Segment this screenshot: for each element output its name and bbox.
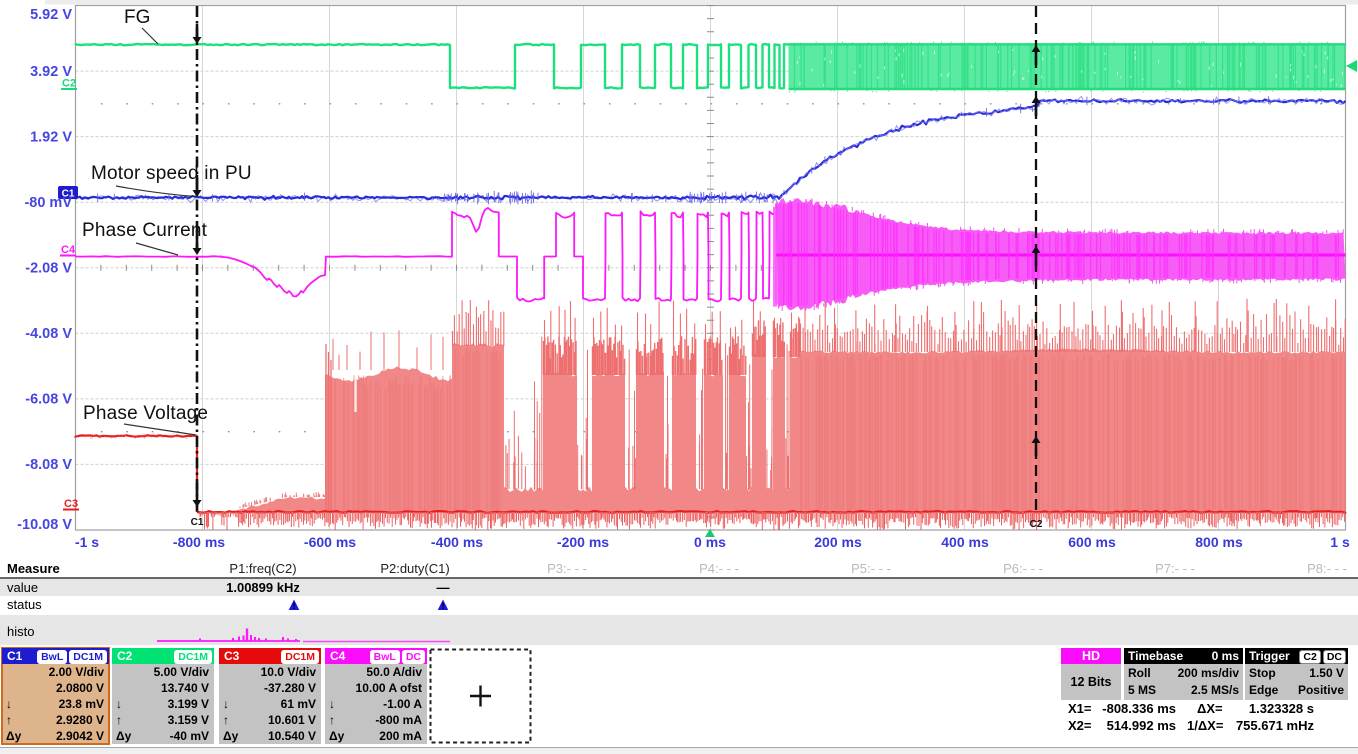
svg-text:-400 ms: -400 ms xyxy=(431,534,483,550)
svg-text:C1: C1 xyxy=(62,189,75,200)
svg-text:C1: C1 xyxy=(191,517,204,528)
svg-text:Phase Current: Phase Current xyxy=(82,220,208,241)
svg-text:600 ms: 600 ms xyxy=(1068,534,1116,550)
svg-text:1 s: 1 s xyxy=(1330,534,1350,550)
svg-text:800 ms: 800 ms xyxy=(1195,534,1243,550)
svg-text:-8.08 V: -8.08 V xyxy=(25,457,72,473)
svg-text:C2: C2 xyxy=(62,78,76,90)
svg-text:5.92 V: 5.92 V xyxy=(30,7,72,23)
svg-text:400 ms: 400 ms xyxy=(941,534,989,550)
svg-text:-10.08 V: -10.08 V xyxy=(17,517,72,533)
svg-text:3.92 V: 3.92 V xyxy=(30,64,72,80)
svg-text:1.92 V: 1.92 V xyxy=(30,130,72,146)
svg-text:-4.08 V: -4.08 V xyxy=(25,326,72,342)
svg-text:C4: C4 xyxy=(61,244,76,256)
svg-text:Phase Voltage: Phase Voltage xyxy=(83,403,208,424)
svg-text:FG: FG xyxy=(124,7,150,28)
svg-text:0 ms: 0 ms xyxy=(694,534,726,550)
svg-text:-80 mV: -80 mV xyxy=(24,195,72,211)
svg-text:C3: C3 xyxy=(64,498,78,510)
svg-text:C2: C2 xyxy=(1030,519,1043,530)
svg-text:200 ms: 200 ms xyxy=(814,534,862,550)
svg-text:-200 ms: -200 ms xyxy=(557,534,609,550)
svg-text:-600 ms: -600 ms xyxy=(304,534,356,550)
svg-text:-1 s: -1 s xyxy=(75,534,99,550)
svg-text:-6.08 V: -6.08 V xyxy=(25,392,72,408)
svg-text:-2.08 V: -2.08 V xyxy=(25,261,72,277)
svg-text:-800 ms: -800 ms xyxy=(173,534,225,550)
svg-text:Motor speed in PU: Motor speed in PU xyxy=(91,163,252,184)
